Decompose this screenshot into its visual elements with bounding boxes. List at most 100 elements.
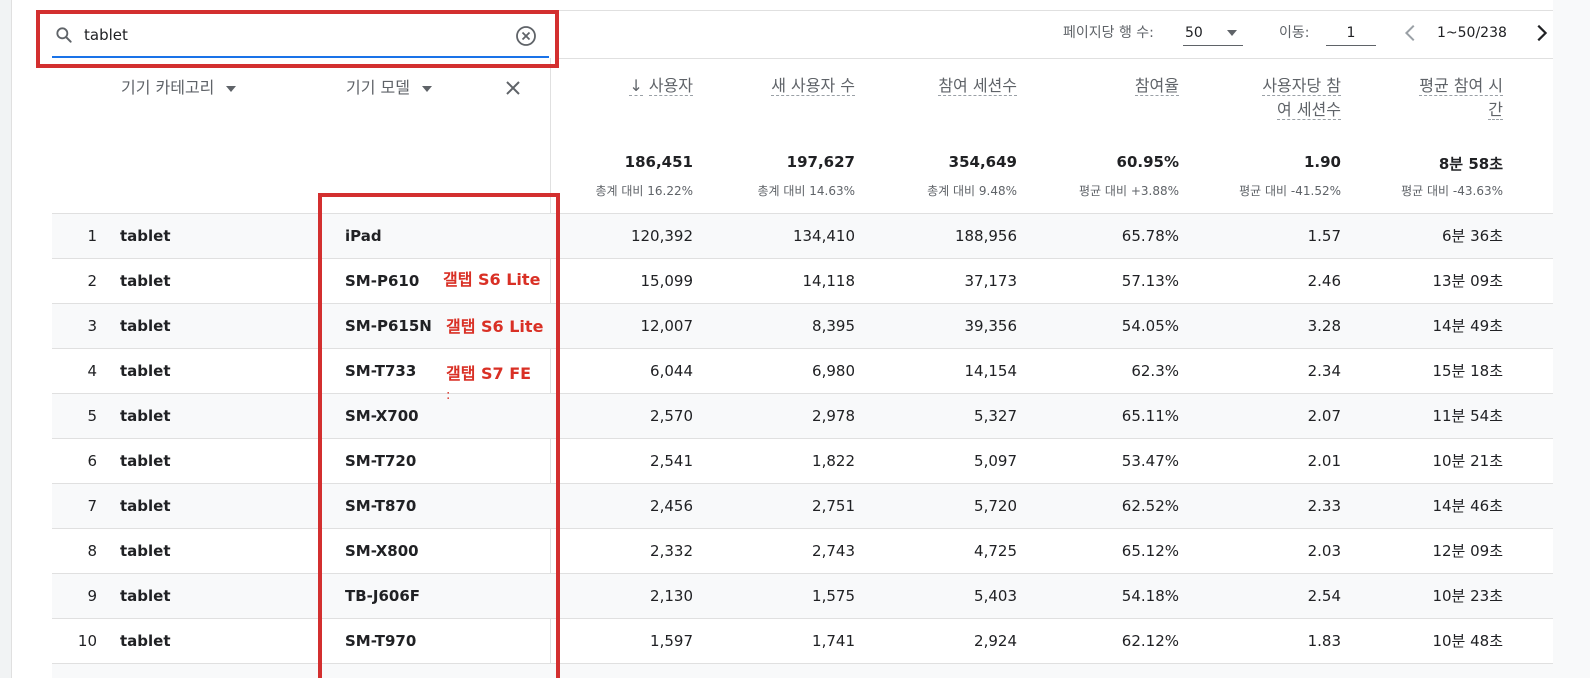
users-value: 6,044 [650, 362, 693, 380]
annotation-note: 갤탭 S6 Lite [446, 317, 544, 336]
annotation-note: 갤탭 S7 FE [446, 364, 532, 383]
close-icon[interactable] [505, 80, 521, 96]
arrow-down-icon: ↓ [629, 76, 643, 96]
row-index: 10 [77, 632, 97, 650]
row-index: 6 [87, 452, 97, 470]
metric-label-line2: 여 세션수 [1277, 100, 1341, 120]
engagement-rate-value: 62.52% [1121, 497, 1179, 515]
metric-label: 참여 세션수 [938, 76, 1017, 96]
engagement-rate-value: 62.12% [1121, 632, 1179, 650]
row-index: 5 [87, 407, 97, 425]
device-model[interactable]: iPad [345, 227, 382, 245]
total-comparison: 평균 대비 -41.52% [1239, 184, 1341, 198]
dropdown-caret-icon [1227, 30, 1237, 36]
device-category: tablet [120, 542, 171, 560]
avg-engagement-time-value: 10분 21초 [1432, 452, 1503, 470]
search-field[interactable]: tablet [52, 16, 549, 58]
rows-per-page-label: 페이지당 행 수: [1063, 25, 1154, 41]
row-index: 9 [87, 587, 97, 605]
device-model[interactable]: SM-X700 [345, 407, 419, 425]
sessions-per-user-value: 2.01 [1307, 452, 1341, 470]
avg-engagement-time-value: 14분 46초 [1432, 497, 1503, 515]
device-model[interactable]: TB-J606F [345, 587, 421, 605]
device-model[interactable]: SM-T870 [345, 497, 417, 515]
new-users-value: 2,751 [812, 497, 855, 515]
highlight-box-model-column [318, 193, 560, 678]
device-model[interactable]: SM-T720 [345, 452, 417, 470]
table-row: 1 tablet iPad 120,392 134,410 188,956 65… [52, 213, 1553, 258]
device-model[interactable]: SM-P615N [345, 317, 432, 335]
device-model[interactable]: SM-P610 [345, 272, 420, 290]
new-users-value: 14,118 [802, 272, 856, 290]
total-value: 1.90 [1303, 153, 1341, 171]
dropdown-caret-icon [226, 85, 237, 92]
device-category: tablet [120, 452, 171, 470]
users-value: 12,007 [640, 317, 694, 335]
row-index: 1 [87, 227, 97, 245]
device-model[interactable]: SM-X800 [345, 542, 419, 560]
engaged-sessions-value: 14,154 [964, 362, 1018, 380]
table-row: 6 tablet SM-T720 2,541 1,822 5,097 53.47… [52, 438, 1553, 483]
users-value: 1,597 [650, 632, 693, 650]
device-category: tablet [120, 227, 171, 245]
row-index: 3 [87, 317, 97, 335]
page-range: 1~50/238 [1437, 25, 1507, 41]
users-value: 2,541 [650, 452, 693, 470]
dimension-header-category[interactable]: 기기 카테고리 [121, 77, 237, 99]
total-comparison: 총계 대비 9.48% [927, 184, 1017, 198]
engaged-sessions-value: 5,327 [974, 407, 1017, 425]
engaged-sessions-value: 5,403 [974, 587, 1017, 605]
device-model[interactable]: SM-T970 [345, 632, 417, 650]
avg-engagement-time-value: 14분 49초 [1432, 317, 1503, 335]
row-index: 8 [87, 542, 97, 560]
device-category: tablet [120, 272, 171, 290]
metric-header-new-users[interactable]: 새 사용자 수 [705, 74, 855, 98]
table-row-partial [52, 663, 1553, 678]
metric-label: 평균 참여 시 [1419, 76, 1503, 96]
metric-header-users[interactable]: ↓ 사용자 [543, 74, 693, 98]
total-comparison: 평균 대비 +3.88% [1079, 184, 1179, 198]
new-users-value: 6,980 [812, 362, 855, 380]
avg-engagement-time-value: 6분 36초 [1442, 227, 1503, 245]
sessions-per-user-value: 2.33 [1307, 497, 1341, 515]
goto-page-input[interactable]: 1 [1326, 20, 1376, 46]
table-row: 2 tablet SM-P610 15,099 14,118 37,173 57… [52, 258, 1553, 303]
users-value: 120,392 [630, 227, 693, 245]
avg-engagement-time-value: 15분 18초 [1432, 362, 1503, 380]
table-row: 7 tablet SM-T870 2,456 2,751 5,720 62.52… [52, 483, 1553, 528]
dimension-category-label: 기기 카테고리 [121, 78, 215, 97]
avg-engagement-time-value: 11분 54초 [1432, 407, 1503, 425]
column-divider [550, 58, 551, 678]
engaged-sessions-value: 5,720 [974, 497, 1017, 515]
metric-label: 참여율 [1134, 76, 1179, 96]
sessions-per-user-value: 1.57 [1307, 227, 1341, 245]
table-row: 10 tablet SM-T970 1,597 1,741 2,924 62.1… [52, 618, 1553, 663]
annotation-note: 갤탭 S6 Lite [443, 270, 541, 289]
header-divider [555, 58, 1553, 59]
engaged-sessions-value: 4,725 [974, 542, 1017, 560]
rows-per-page-select[interactable]: 50 [1183, 20, 1243, 46]
device-category: tablet [120, 317, 171, 335]
engaged-sessions-value: 2,924 [974, 632, 1017, 650]
metric-header-engaged-sessions[interactable]: 참여 세션수 [867, 74, 1017, 98]
table-row: 9 tablet TB-J606F 2,130 1,575 5,403 54.1… [52, 573, 1553, 618]
device-model[interactable]: SM-T733 [345, 362, 417, 380]
engagement-rate-value: 57.13% [1121, 272, 1179, 290]
new-users-value: 1,575 [812, 587, 855, 605]
new-users-value: 2,978 [812, 407, 855, 425]
metric-header-engagement-rate[interactable]: 참여율 [1029, 74, 1179, 98]
clear-circle-icon[interactable] [514, 24, 538, 48]
new-users-value: 134,410 [792, 227, 855, 245]
sessions-per-user-value: 2.54 [1307, 587, 1341, 605]
new-users-value: 2,743 [812, 542, 855, 560]
table-row: 4 tablet SM-T733 6,044 6,980 14,154 62.3… [52, 348, 1553, 393]
chevron-right-icon[interactable] [1530, 22, 1552, 44]
annotation-note: : [446, 388, 451, 403]
row-index: 7 [87, 497, 97, 515]
search-input[interactable]: tablet [84, 26, 128, 44]
dimension-header-model[interactable]: 기기 모델 [346, 77, 432, 99]
dimension-model-label: 기기 모델 [346, 78, 410, 97]
chevron-left-icon[interactable] [1400, 22, 1422, 44]
